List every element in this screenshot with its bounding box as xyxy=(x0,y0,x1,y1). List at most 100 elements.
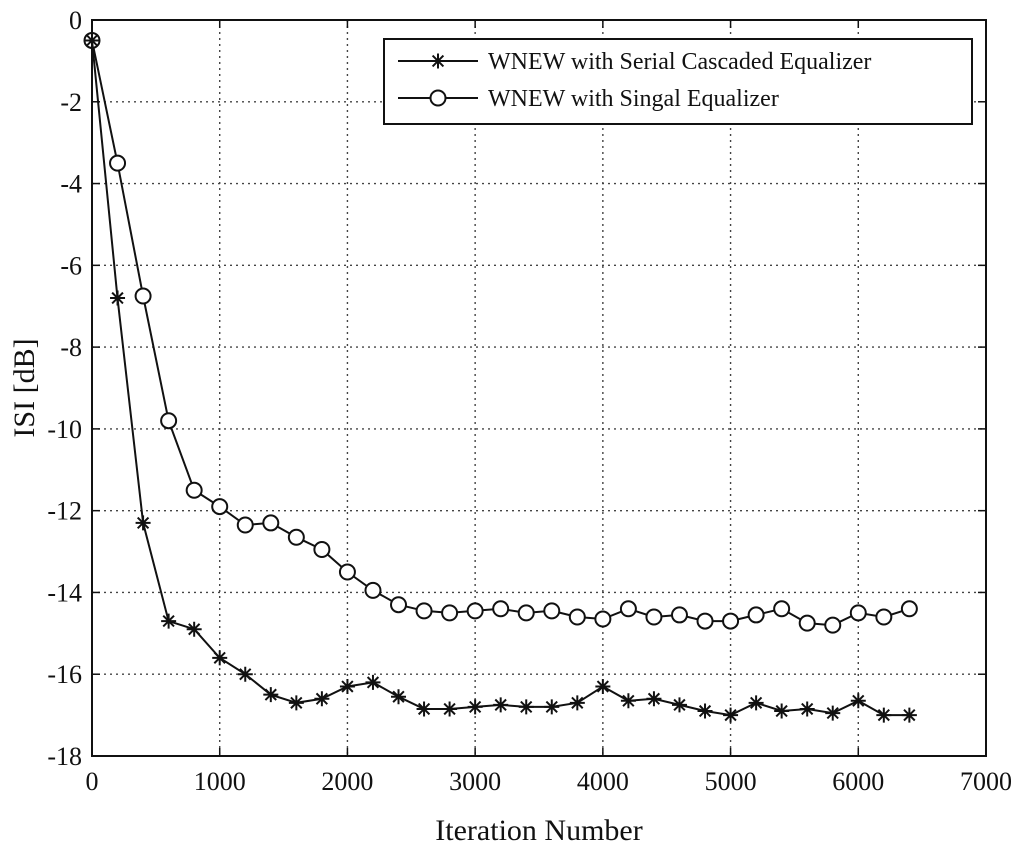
data-point-serial xyxy=(518,699,534,715)
x-tick-label: 6000 xyxy=(832,767,884,796)
data-point-serial xyxy=(825,705,841,721)
series-serial xyxy=(84,32,917,723)
data-point-serial xyxy=(391,689,407,705)
x-tick-label: 7000 xyxy=(960,767,1012,796)
data-point-serial xyxy=(850,693,866,709)
data-point-single xyxy=(543,602,561,620)
data-point-serial xyxy=(212,650,228,666)
data-point-serial xyxy=(774,703,790,719)
data-point-serial xyxy=(161,613,177,629)
data-point-serial-shape xyxy=(161,613,177,629)
data-point-single xyxy=(160,412,178,430)
data-point-serial-shape xyxy=(825,705,841,721)
data-point-single xyxy=(568,608,586,626)
data-point-single xyxy=(236,516,254,534)
data-point-single xyxy=(645,608,663,626)
plot-frame xyxy=(91,19,987,757)
axis-ticks: 0 1000 2000 3000 4000 5000 6000 7000 0 -2 -4 -6 -8 -1… xyxy=(47,6,1012,796)
y-tick-label: -16 xyxy=(47,660,82,689)
data-point-serial xyxy=(339,678,355,694)
data-point-single xyxy=(619,600,637,618)
data-point-single xyxy=(722,612,740,630)
data-point-serial xyxy=(237,666,253,682)
data-point-single xyxy=(338,563,356,581)
data-point-single xyxy=(798,614,816,632)
data-point-serial xyxy=(416,701,432,717)
x-tick-label: 1000 xyxy=(194,767,246,796)
x-tick-label: 0 xyxy=(86,767,99,796)
data-point-serial xyxy=(263,687,279,703)
data-point-serial xyxy=(365,674,381,690)
legend-circle-marker xyxy=(429,89,447,107)
legend: WNEW with Serial Cascaded Equalizer WNEW… xyxy=(383,38,973,125)
data-point-single xyxy=(747,606,765,624)
legend-marker-single-circle xyxy=(429,89,447,107)
y-tick-label: -12 xyxy=(47,497,82,526)
data-point-serial xyxy=(876,707,892,723)
data-point-serial-shape xyxy=(518,699,534,715)
y-tick-label: -8 xyxy=(60,333,82,362)
data-point-serial-shape xyxy=(697,703,713,719)
data-point-single xyxy=(875,608,893,626)
data-point-serial-shape xyxy=(646,691,662,707)
data-point-serial xyxy=(723,707,739,723)
data-point-serial xyxy=(799,701,815,717)
data-point-single xyxy=(109,154,127,172)
data-point-serial-shape xyxy=(416,701,432,717)
legend-label-serial: WNEW with Serial Cascaded Equalizer xyxy=(488,49,871,75)
data-point-serial xyxy=(646,691,662,707)
data-point-serial-shape xyxy=(314,691,330,707)
data-point-serial-shape xyxy=(901,707,917,723)
y-tick-label: -10 xyxy=(47,415,82,444)
data-point-single xyxy=(185,481,203,499)
data-point-serial-shape xyxy=(493,697,509,713)
data-point-serial-shape xyxy=(339,678,355,694)
x-tick-label: 2000 xyxy=(321,767,373,796)
data-point-single xyxy=(517,604,535,622)
x-tick-label: 3000 xyxy=(449,767,501,796)
y-tick-label: -2 xyxy=(60,88,82,117)
y-tick-label: -4 xyxy=(60,170,82,199)
data-point-single xyxy=(211,498,229,516)
data-point-serial-shape xyxy=(442,701,458,717)
data-point-serial xyxy=(901,707,917,723)
data-point-single xyxy=(390,596,408,614)
data-point-serial-shape xyxy=(135,515,151,531)
data-point-serial-shape xyxy=(620,693,636,709)
legend-asterisk-marker-shape xyxy=(430,53,446,69)
data-point-serial-shape xyxy=(799,701,815,717)
legend-marker-serial-asterisk xyxy=(430,53,446,69)
y-tick-label: -14 xyxy=(47,578,82,607)
data-point-single xyxy=(594,610,612,628)
data-point-serial-shape xyxy=(748,695,764,711)
data-point-serial-shape xyxy=(365,674,381,690)
series-single xyxy=(83,31,918,634)
data-point-serial xyxy=(314,691,330,707)
data-point-single xyxy=(364,581,382,599)
data-point-serial-shape xyxy=(186,621,202,637)
data-point-serial-shape xyxy=(544,699,560,715)
data-point-serial xyxy=(493,697,509,713)
x-tick-label: 5000 xyxy=(705,767,757,796)
data-point-single xyxy=(313,541,331,559)
data-point-single xyxy=(441,604,459,622)
data-point-single xyxy=(134,287,152,305)
data-point-serial-shape xyxy=(212,650,228,666)
data-point-serial xyxy=(288,695,304,711)
y-axis-title: ISI [dB] xyxy=(8,338,41,437)
data-point-serial-shape xyxy=(110,290,126,306)
data-point-serial xyxy=(671,697,687,713)
data-point-serial xyxy=(748,695,764,711)
data-point-serial-shape xyxy=(263,687,279,703)
data-point-serial-shape xyxy=(723,707,739,723)
data-point-serial xyxy=(135,515,151,531)
data-point-serial-shape xyxy=(288,695,304,711)
data-point-serial-shape xyxy=(569,695,585,711)
y-tick-label: 0 xyxy=(69,6,82,35)
data-point-single xyxy=(849,604,867,622)
data-point-serial-shape xyxy=(774,703,790,719)
data-point-serial xyxy=(697,703,713,719)
data-point-serial-shape xyxy=(850,693,866,709)
data-point-single xyxy=(262,514,280,532)
